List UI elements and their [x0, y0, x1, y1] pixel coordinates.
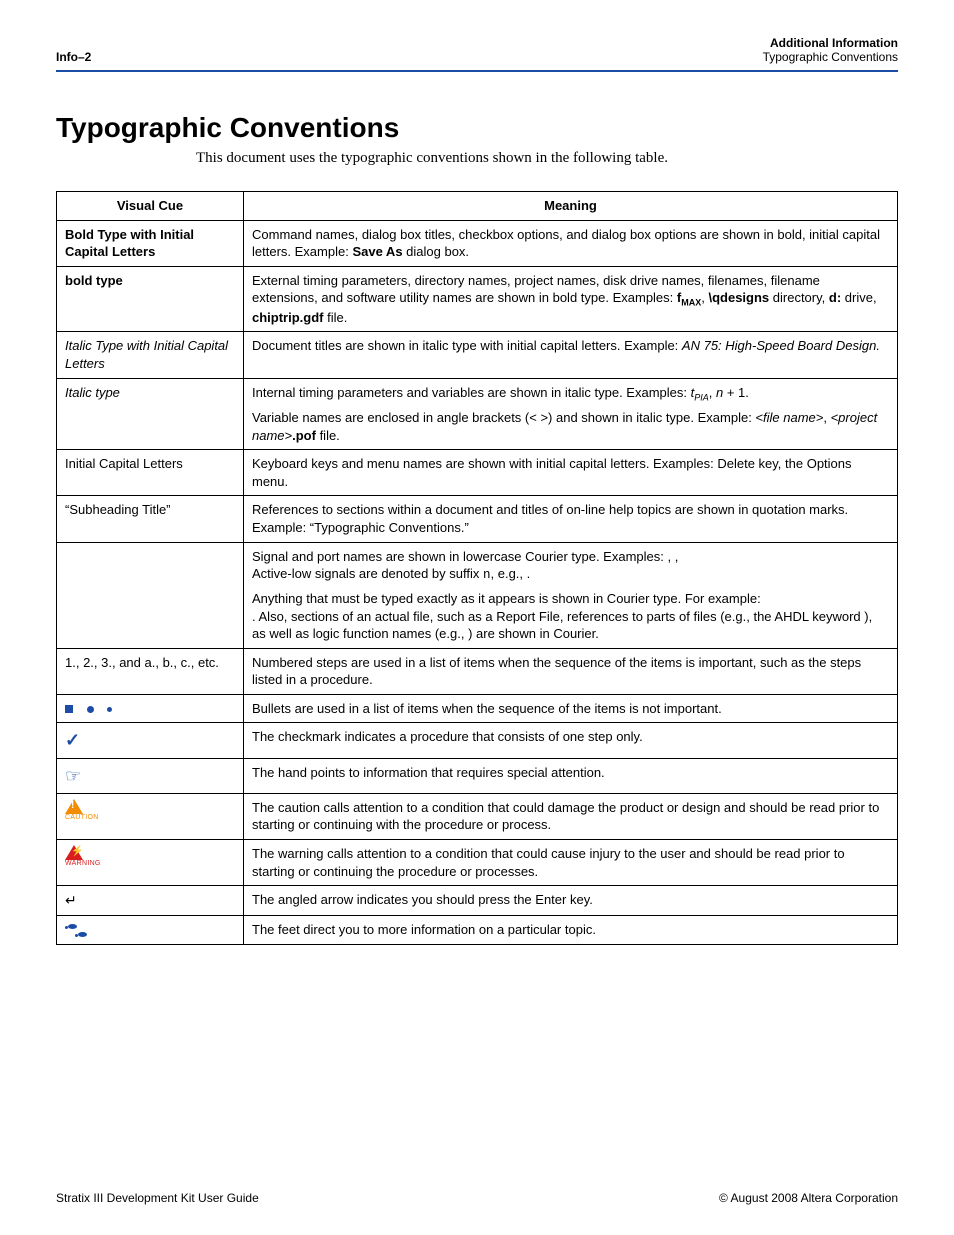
cue-italic-initial: Italic Type with Initial Capital Letters — [57, 332, 244, 378]
table-row: “Subheading Title” References to section… — [57, 496, 898, 542]
meaning-initial-caps: Keyboard keys and menu names are shown w… — [244, 450, 898, 496]
cue-italic: Italic type — [57, 378, 244, 450]
footer-left: Stratix III Development Kit User Guide — [56, 1191, 259, 1205]
meaning-bold: External timing parameters, directory na… — [244, 266, 898, 332]
section-title: Typographic Conventions — [56, 112, 898, 144]
meaning-checkmark: The checkmark indicates a procedure that… — [244, 723, 898, 758]
table-row: The feet direct you to more information … — [57, 915, 898, 944]
col-meaning: Meaning — [244, 192, 898, 221]
table-row: Bullets are used in a list of items when… — [57, 694, 898, 723]
warning-label: WARNING — [65, 860, 235, 867]
meaning-warning: The warning calls attention to a conditi… — [244, 839, 898, 885]
page-header: Info–2 Additional Information Typographi… — [56, 36, 898, 72]
table-row: bold type External timing parameters, di… — [57, 266, 898, 332]
meaning-caution: The caution calls attention to a conditi… — [244, 793, 898, 839]
table-row: ☞ The hand points to information that re… — [57, 758, 898, 793]
cue-courier — [57, 542, 244, 648]
table-row: Signal and port names are shown in lower… — [57, 542, 898, 648]
cue-warning: ⚡ WARNING — [57, 839, 244, 885]
enter-icon: ↵ — [65, 892, 77, 908]
header-right: Additional Information Typographic Conve… — [763, 36, 898, 64]
table-row: ! CAUTION The caution calls attention to… — [57, 793, 898, 839]
cue-numbered: 1., 2., 3., and a., b., c., etc. — [57, 648, 244, 694]
cue-checkmark: ✓ — [57, 723, 244, 758]
table-row: ↵ The angled arrow indicates you should … — [57, 886, 898, 916]
header-right-sub: Typographic Conventions — [763, 50, 898, 64]
cue-subheading: “Subheading Title” — [57, 496, 244, 542]
check-icon: ✓ — [65, 730, 80, 750]
meaning-hand: The hand points to information that requ… — [244, 758, 898, 793]
meaning-numbered: Numbered steps are used in a list of ite… — [244, 648, 898, 694]
table-row: 1., 2., 3., and a., b., c., etc. Numbere… — [57, 648, 898, 694]
meaning-enter: The angled arrow indicates you should pr… — [244, 886, 898, 916]
conventions-table: Visual Cue Meaning Bold Type with Initia… — [56, 191, 898, 945]
meaning-feet: The feet direct you to more information … — [244, 915, 898, 944]
document-page: Info–2 Additional Information Typographi… — [0, 0, 954, 1235]
caution-label: CAUTION — [65, 814, 235, 821]
page-footer: Stratix III Development Kit User Guide ©… — [56, 1191, 898, 1205]
table-row: ⚡ WARNING The warning calls attention to… — [57, 839, 898, 885]
col-visual-cue: Visual Cue — [57, 192, 244, 221]
cue-initial-caps: Initial Capital Letters — [57, 450, 244, 496]
warning-icon: ⚡ — [65, 845, 83, 860]
table-row: Bold Type with Initial Capital Letters C… — [57, 220, 898, 266]
cue-caution: ! CAUTION — [57, 793, 244, 839]
cue-bold: bold type — [57, 266, 244, 332]
hand-icon: ☞ — [65, 766, 81, 786]
meaning-italic-initial: Document titles are shown in italic type… — [244, 332, 898, 378]
square-bullet-icon — [65, 705, 73, 713]
caution-icon: ! — [65, 799, 83, 814]
meaning-subheading: References to sections within a document… — [244, 496, 898, 542]
cue-enter: ↵ — [57, 886, 244, 916]
table-row: Italic type Internal timing parameters a… — [57, 378, 898, 450]
meaning-bullets: Bullets are used in a list of items when… — [244, 694, 898, 723]
cue-feet — [57, 915, 244, 944]
cue-hand: ☞ — [57, 758, 244, 793]
meaning-bold-initial: Command names, dialog box titles, checkb… — [244, 220, 898, 266]
meaning-italic: Internal timing parameters and variables… — [244, 378, 898, 450]
cue-bold-initial: Bold Type with Initial Capital Letters — [57, 220, 244, 266]
meaning-courier: Signal and port names are shown in lower… — [244, 542, 898, 648]
small-bullet-icon — [107, 707, 112, 712]
header-right-title: Additional Information — [770, 36, 898, 50]
table-row: ✓ The checkmark indicates a procedure th… — [57, 723, 898, 758]
table-row: Initial Capital Letters Keyboard keys an… — [57, 450, 898, 496]
round-bullet-icon — [87, 706, 94, 713]
cue-bullets — [57, 694, 244, 723]
footer-right: © August 2008 Altera Corporation — [719, 1191, 898, 1205]
header-left: Info–2 — [56, 50, 91, 64]
intro-text: This document uses the typographic conve… — [56, 150, 898, 167]
table-row: Italic Type with Initial Capital Letters… — [57, 332, 898, 378]
feet-icon — [65, 921, 235, 937]
